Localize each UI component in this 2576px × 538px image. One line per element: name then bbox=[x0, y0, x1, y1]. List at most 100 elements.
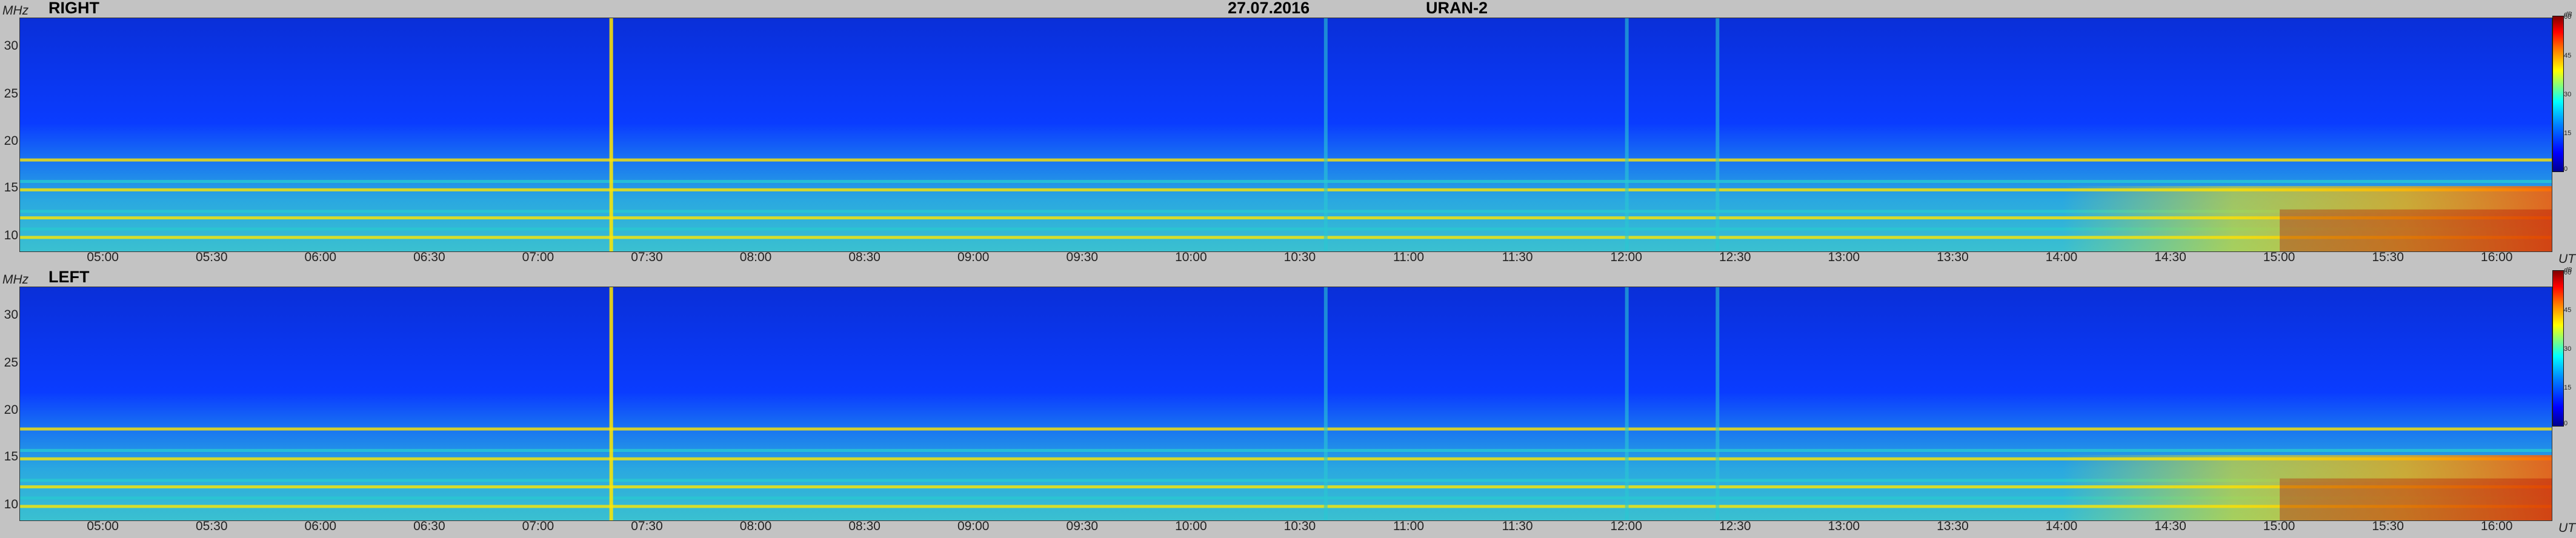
enhanced-emission-region bbox=[2062, 186, 2552, 251]
x-axis-ticks: 05:00 05:30 06:00 06:30 07:00 07:30 08:00 08:30… bbox=[0, 250, 2576, 268]
x-axis-unit: UT bbox=[2558, 252, 2575, 266]
x-tick-label: 05:00 bbox=[87, 250, 119, 264]
frequency-band bbox=[20, 427, 2552, 431]
spectrogram-plot bbox=[19, 287, 2552, 521]
x-tick-label: 12:30 bbox=[1719, 519, 1751, 533]
x-tick-label: 10:00 bbox=[1175, 519, 1207, 533]
y-tick-label: 30 bbox=[4, 39, 18, 53]
x-tick-label: 08:00 bbox=[739, 519, 772, 533]
x-tick-label: 07:00 bbox=[522, 519, 554, 533]
observation-date: 27.07.2016 bbox=[1228, 0, 1310, 17]
x-tick-label: 11:30 bbox=[1502, 519, 1533, 533]
colorbar-tick: 45 bbox=[2564, 307, 2572, 314]
y-tick-label: 10 bbox=[4, 228, 18, 242]
x-tick-label: 12:00 bbox=[1610, 519, 1642, 533]
x-tick-label: 07:00 bbox=[522, 250, 554, 264]
x-tick-label: 15:00 bbox=[2263, 250, 2295, 264]
colorbar-tick: 15 bbox=[2564, 384, 2572, 391]
colorbar-tick: 30 bbox=[2564, 91, 2572, 98]
x-tick-label: 05:00 bbox=[87, 519, 119, 533]
x-tick-label: 16:00 bbox=[2480, 250, 2513, 264]
x-tick-label: 14:30 bbox=[2154, 519, 2186, 533]
spectrogram-image bbox=[20, 287, 2552, 520]
colorbar-tick: 60 bbox=[2564, 13, 2572, 21]
colorbar-tick: 0 bbox=[2564, 165, 2568, 173]
frequency-band bbox=[20, 188, 2552, 191]
frequency-band bbox=[20, 236, 2552, 239]
frequency-band bbox=[20, 227, 2552, 231]
spectrogram-panel-left: LEFT MHz 30 25 20 15 10 05:00 05:30 06:00 0… bbox=[0, 267, 2576, 538]
x-tick-label: 08:00 bbox=[739, 250, 772, 264]
colorbar-tick: 60 bbox=[2564, 269, 2572, 276]
frequency-band bbox=[20, 479, 2552, 482]
frequency-band bbox=[20, 210, 2552, 213]
radio-burst bbox=[1716, 287, 1720, 520]
y-axis-unit: MHz bbox=[2, 4, 29, 18]
y-tick-label: 25 bbox=[4, 356, 18, 370]
colorbar-unit: dB bbox=[2564, 11, 2572, 18]
x-tick-label: 16:00 bbox=[2480, 519, 2513, 533]
x-tick-label: 13:30 bbox=[1937, 519, 1969, 533]
x-tick-label: 06:00 bbox=[304, 250, 337, 264]
y-tick-label: 30 bbox=[4, 308, 18, 322]
radio-burst bbox=[1323, 18, 1328, 251]
frequency-band bbox=[20, 158, 2552, 162]
x-tick-label: 06:00 bbox=[304, 519, 337, 533]
frequency-band bbox=[20, 457, 2552, 460]
colorbar-unit: dB bbox=[2564, 267, 2572, 274]
radio-burst bbox=[609, 287, 613, 520]
x-tick-label: 11:00 bbox=[1393, 519, 1424, 533]
colorbar-tick: 45 bbox=[2564, 52, 2572, 59]
colorbar-tick: 15 bbox=[2564, 130, 2572, 137]
radio-burst bbox=[1323, 287, 1328, 520]
x-tick-label: 09:30 bbox=[1066, 519, 1099, 533]
x-tick-label: 05:30 bbox=[195, 250, 228, 264]
x-tick-label: 14:00 bbox=[2045, 250, 2078, 264]
colorbar-tick: 30 bbox=[2564, 345, 2572, 353]
panel-title-left: LEFT bbox=[48, 268, 90, 286]
panel-title-right: RIGHT bbox=[48, 0, 99, 17]
enhanced-emission-region bbox=[2062, 455, 2552, 520]
x-tick-label: 13:00 bbox=[1828, 250, 1860, 264]
enhanced-emission-core bbox=[2280, 478, 2552, 520]
enhanced-emission-core bbox=[2280, 209, 2552, 251]
x-tick-label: 14:00 bbox=[2045, 519, 2078, 533]
y-tick-label: 25 bbox=[4, 87, 18, 101]
x-tick-label: 11:00 bbox=[1393, 250, 1424, 264]
radio-burst bbox=[1625, 18, 1629, 251]
x-tick-label: 14:30 bbox=[2154, 250, 2186, 264]
instrument-name: URAN-2 bbox=[1426, 0, 1488, 17]
radio-burst bbox=[1625, 287, 1629, 520]
x-tick-label: 06:30 bbox=[413, 519, 445, 533]
colorbar-tick: 0 bbox=[2564, 420, 2568, 427]
radio-burst bbox=[1716, 18, 1720, 251]
frequency-band bbox=[20, 216, 2552, 220]
frequency-band bbox=[20, 180, 2552, 183]
y-tick-label: 20 bbox=[4, 134, 18, 148]
x-tick-label: 09:00 bbox=[957, 250, 990, 264]
x-tick-label: 12:30 bbox=[1719, 250, 1751, 264]
x-tick-label: 11:30 bbox=[1502, 250, 1533, 264]
radio-burst bbox=[609, 18, 613, 251]
x-tick-label: 13:30 bbox=[1937, 250, 1969, 264]
x-tick-label: 09:00 bbox=[957, 519, 990, 533]
x-tick-label: 15:30 bbox=[2372, 250, 2404, 264]
spectrogram-panel-right: RIGHT MHz 30 25 20 15 10 05:00 05:30 06:00… bbox=[0, 0, 2576, 268]
y-axis-unit: MHz bbox=[2, 273, 29, 287]
x-tick-label: 07:30 bbox=[631, 519, 663, 533]
x-tick-label: 13:00 bbox=[1828, 519, 1860, 533]
spectrogram-image bbox=[20, 18, 2552, 251]
x-axis-unit: UT bbox=[2558, 521, 2575, 535]
colorbar bbox=[2552, 16, 2564, 172]
x-tick-label: 09:30 bbox=[1066, 250, 1099, 264]
frequency-band bbox=[20, 449, 2552, 452]
y-tick-label: 20 bbox=[4, 403, 18, 417]
x-tick-label: 08:30 bbox=[848, 250, 880, 264]
y-tick-label: 10 bbox=[4, 497, 18, 511]
x-tick-label: 10:30 bbox=[1283, 250, 1316, 264]
x-tick-label: 10:30 bbox=[1283, 519, 1316, 533]
x-tick-label: 10:00 bbox=[1175, 250, 1207, 264]
x-tick-label: 05:30 bbox=[195, 519, 228, 533]
x-axis-ticks: 05:00 05:30 06:00 06:30 07:00 07:30 08:00 08:30… bbox=[0, 519, 2576, 537]
frequency-band bbox=[20, 496, 2552, 500]
